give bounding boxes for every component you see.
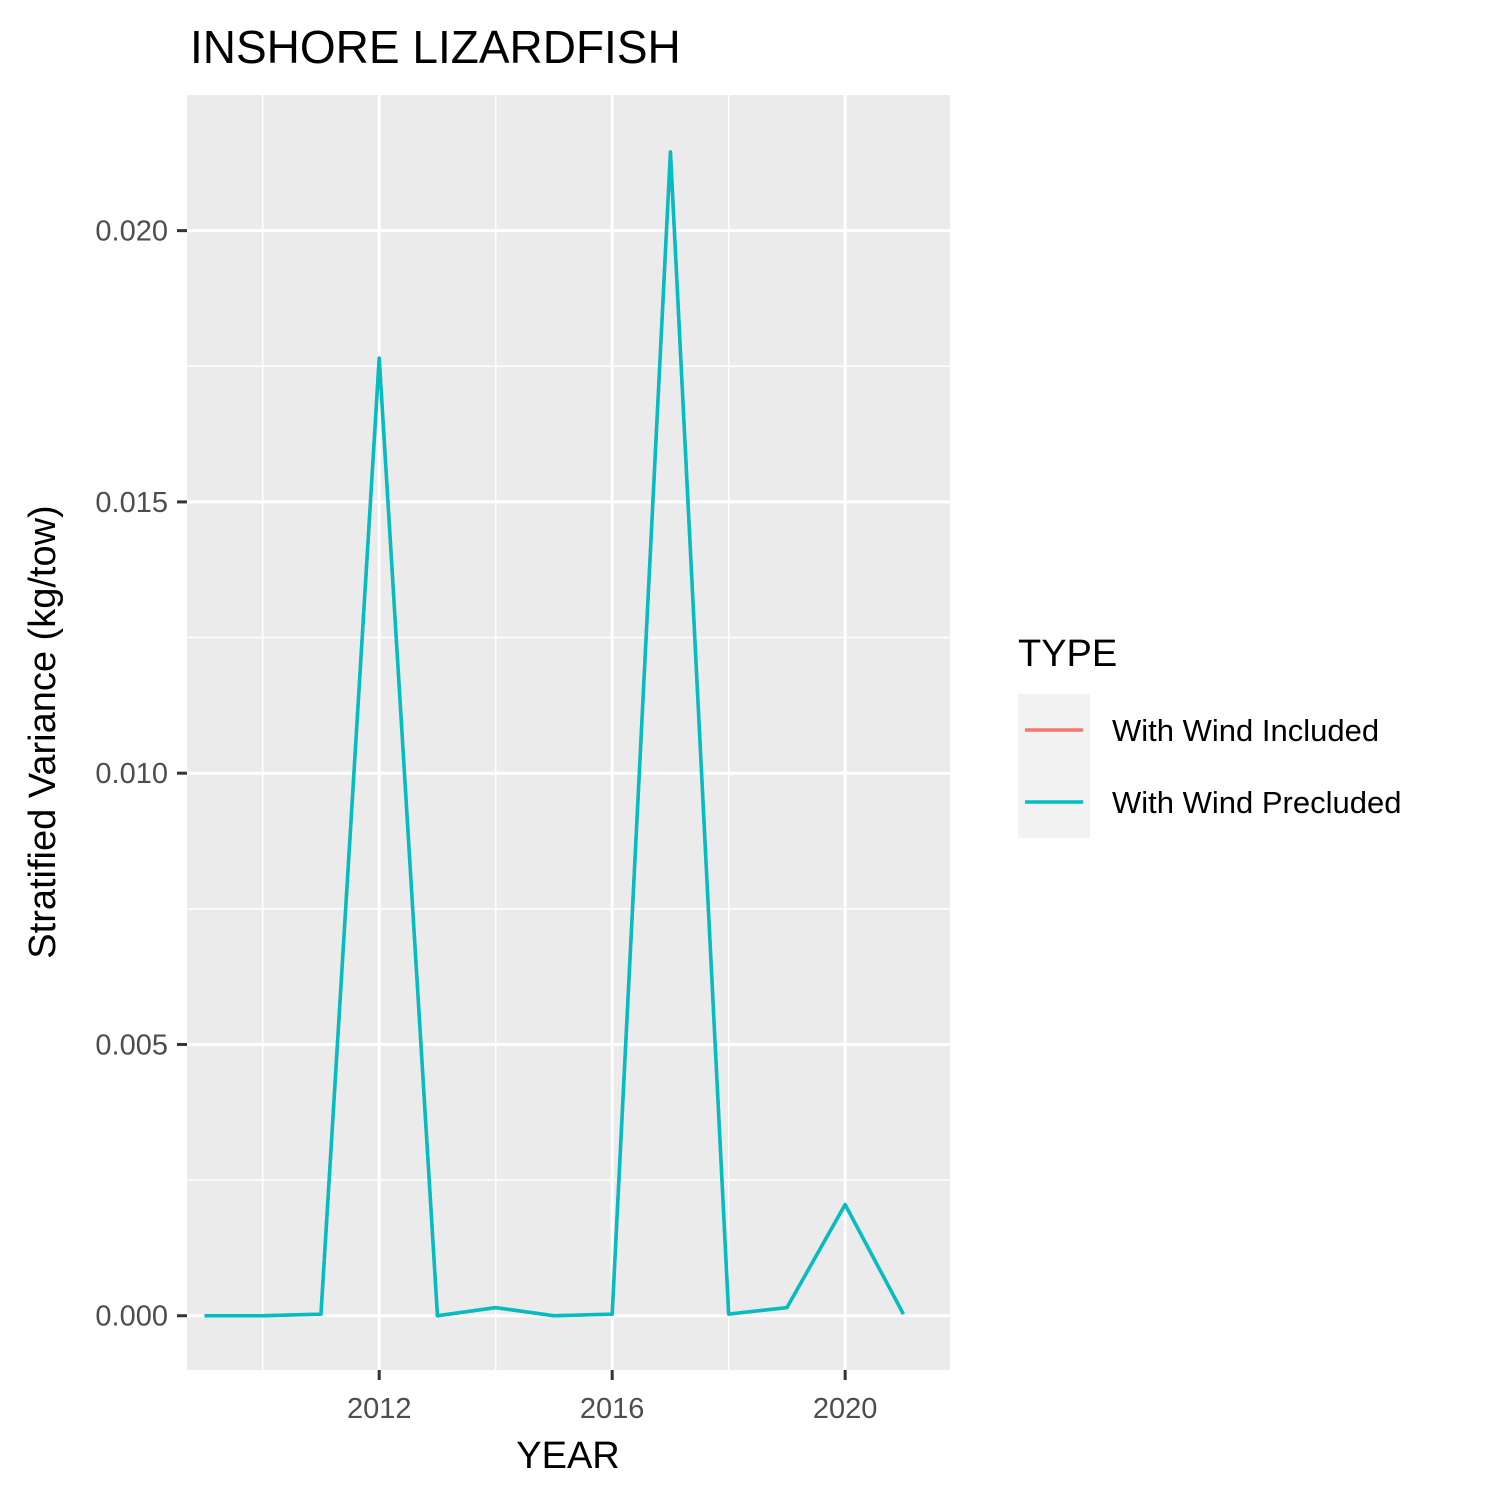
- y-tick-label: 0.005: [95, 1029, 168, 1061]
- legend-label: With Wind Precluded: [1112, 785, 1401, 820]
- x-tick-label: 2012: [347, 1393, 412, 1425]
- y-tick-label: 0.015: [95, 487, 168, 519]
- legend-entries: With Wind Included With Wind Precluded: [1018, 694, 1401, 838]
- chart-title: INSHORE LIZARDFISH: [190, 21, 681, 73]
- y-axis: 0.000 0.005 0.010 0.015 0.020: [95, 216, 187, 1333]
- y-tick-label: 0.020: [95, 216, 168, 248]
- legend-label: With Wind Included: [1112, 713, 1379, 748]
- series-layer: [204, 150, 905, 1318]
- legend-title: TYPE: [1018, 633, 1117, 675]
- x-tick-label: 2020: [813, 1393, 878, 1425]
- minor-gridlines: [187, 95, 950, 1370]
- x-axis: 2012 2016 2020: [347, 1370, 877, 1425]
- plot-panel: [187, 95, 950, 1370]
- y-axis-title: Stratified Variance (kg/tow): [22, 505, 64, 958]
- y-tick-label: 0.000: [95, 1301, 168, 1333]
- x-axis-title: YEAR: [516, 1435, 619, 1477]
- series-line-2: [204, 150, 905, 1318]
- legend-key-background: [1018, 694, 1090, 838]
- legend: TYPE With Wind Included With Wind Preclud…: [1018, 633, 1401, 838]
- y-tick-label: 0.010: [95, 758, 168, 790]
- x-tick-label: 2016: [580, 1393, 645, 1425]
